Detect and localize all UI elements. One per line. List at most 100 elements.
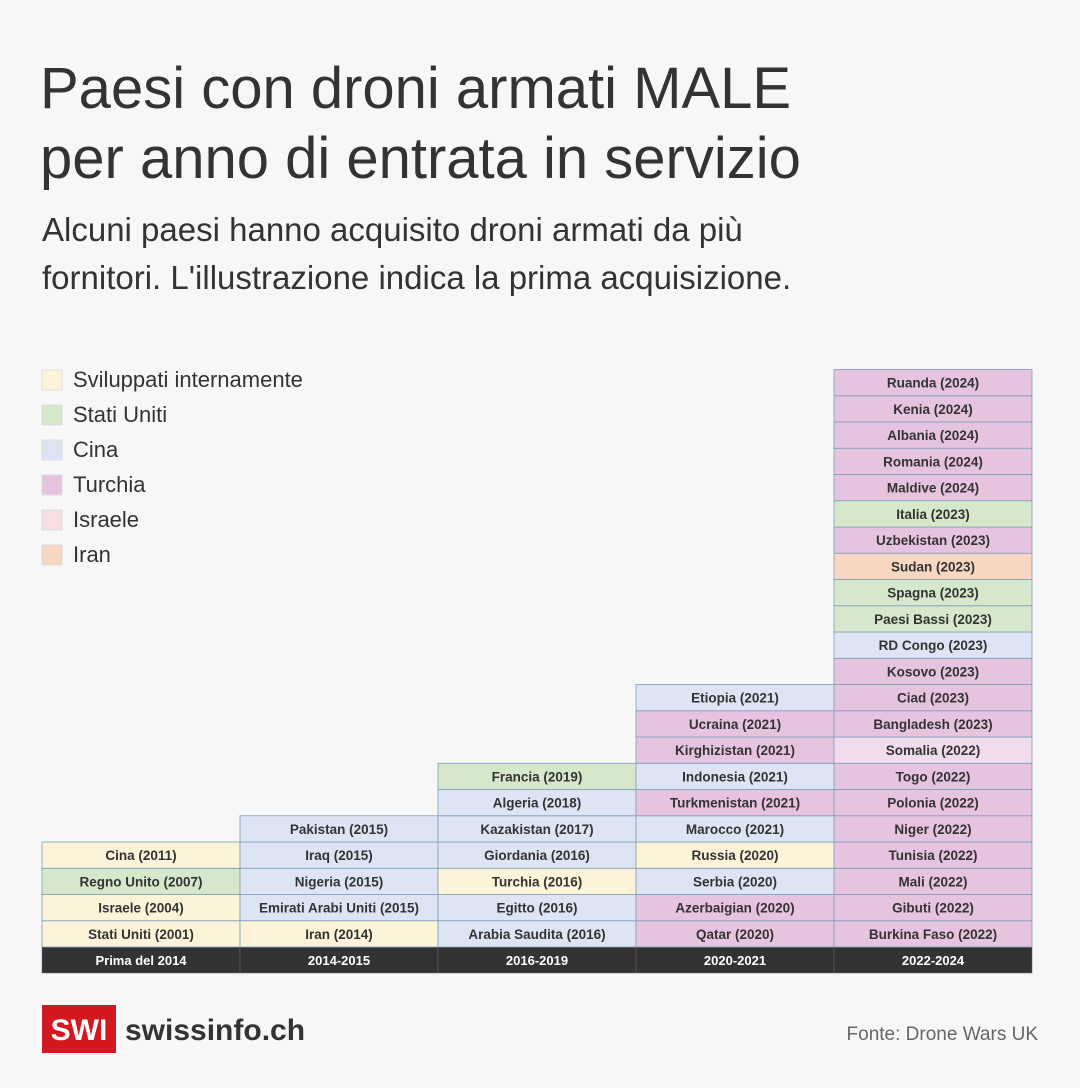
column-label: 2022-2024 — [902, 953, 965, 968]
country-cell — [833, 867, 1033, 895]
country-cell — [833, 736, 1033, 764]
country-label: Emirati Arabi Uniti (2015) — [259, 901, 419, 916]
country-label: Uzbekistan (2023) — [876, 533, 990, 548]
country-label: Marocco (2021) — [686, 822, 784, 837]
country-label: RD Congo (2023) — [879, 638, 988, 653]
country-cell — [833, 684, 1033, 712]
source: Fonte: Drone Wars UK — [847, 1024, 1039, 1045]
country-label: Etiopia (2021) — [691, 691, 779, 706]
country-label: Kenia (2024) — [893, 402, 973, 417]
country-cell — [437, 920, 637, 948]
legend-swatch — [41, 544, 63, 566]
country-cell — [239, 841, 439, 869]
country-cell — [437, 894, 637, 922]
country-label: Burkina Faso (2022) — [869, 927, 997, 942]
country-cell — [833, 526, 1033, 554]
country-label: Nigeria (2015) — [295, 874, 384, 889]
country-label: Italia (2023) — [896, 507, 970, 522]
legend-label: Israele — [73, 507, 139, 532]
country-label: Francia (2019) — [492, 769, 583, 784]
subtitle-line: fornitori. L'illustrazione indica la pri… — [42, 259, 791, 296]
country-label: Indonesia (2021) — [682, 769, 788, 784]
country-cell — [239, 920, 439, 948]
country-label: Niger (2022) — [894, 822, 971, 837]
column-label: 2014-2015 — [308, 953, 370, 968]
country-label: Egitto (2016) — [496, 901, 577, 916]
column-header — [41, 946, 241, 974]
country-cell — [833, 605, 1033, 633]
country-cell — [635, 684, 835, 712]
legend-label: Cina — [73, 437, 119, 462]
country-cell — [833, 631, 1033, 659]
logo-box — [42, 1005, 116, 1053]
country-label: Giordania (2016) — [484, 848, 590, 863]
legend-label: Sviluppati internamente — [73, 367, 303, 392]
country-cell — [833, 474, 1033, 502]
country-label: Stati Uniti (2001) — [88, 927, 194, 942]
country-cell — [833, 789, 1033, 817]
country-cell — [239, 867, 439, 895]
country-label: Turchia (2016) — [492, 874, 583, 889]
column-label: 2016-2019 — [506, 953, 568, 968]
country-label: Russia (2020) — [691, 848, 778, 863]
country-label: Algeria (2018) — [493, 796, 582, 811]
country-label: Albania (2024) — [887, 428, 979, 443]
country-label: Romania (2024) — [883, 454, 983, 469]
country-cell — [833, 710, 1033, 738]
country-label: Togo (2022) — [896, 769, 971, 784]
country-cell — [635, 710, 835, 738]
country-label: Pakistan (2015) — [290, 822, 388, 837]
country-label: Bangladesh (2023) — [873, 717, 992, 732]
country-label: Iran (2014) — [305, 927, 373, 942]
country-label: Ciad (2023) — [897, 691, 969, 706]
country-label: Paesi Bassi (2023) — [874, 612, 992, 627]
country-cell — [635, 920, 835, 948]
logo-text: swissinfo.ch — [125, 1014, 305, 1047]
country-cell — [833, 841, 1033, 869]
country-label: Arabia Saudita (2016) — [468, 927, 605, 942]
country-cell — [833, 447, 1033, 475]
column-header — [239, 946, 439, 974]
legend-swatch — [41, 474, 63, 496]
country-label: Spagna (2023) — [887, 586, 979, 601]
legend-swatch — [41, 404, 63, 426]
country-label: Sudan (2023) — [891, 559, 975, 574]
country-cell — [239, 815, 439, 843]
country-cell — [41, 841, 241, 869]
legend-swatch — [41, 369, 63, 391]
country-label: Israele (2004) — [98, 901, 184, 916]
country-cell — [635, 736, 835, 764]
country-label: Cina (2011) — [105, 848, 176, 863]
country-label: Kirghizistan (2021) — [675, 743, 795, 758]
country-label: Regno Unito (2007) — [79, 874, 202, 889]
country-label: Gibuti (2022) — [892, 901, 974, 916]
legend-label: Turchia — [73, 472, 146, 497]
country-cell — [833, 579, 1033, 607]
country-label: Maldive (2024) — [887, 481, 979, 496]
country-label: Somalia (2022) — [886, 743, 981, 758]
country-cell — [833, 369, 1033, 397]
title-line: per anno di entrata in servizio — [40, 126, 801, 191]
legend-label: Iran — [73, 542, 111, 567]
legend-swatch — [41, 439, 63, 461]
legend-label: Stati Uniti — [73, 402, 167, 427]
country-cell — [833, 421, 1033, 449]
country-label: Qatar (2020) — [696, 927, 774, 942]
country-label: Iraq (2015) — [305, 848, 373, 863]
legend-swatch — [41, 509, 63, 531]
column-header — [437, 946, 637, 974]
country-label: Serbia (2020) — [693, 874, 777, 889]
column-label: 2020-2021 — [704, 953, 766, 968]
country-label: Ruanda (2024) — [887, 376, 979, 391]
country-cell — [833, 920, 1033, 948]
country-label: Tunisia (2022) — [888, 848, 977, 863]
country-label: Mali (2022) — [898, 874, 967, 889]
country-cell — [833, 395, 1033, 423]
country-label: Ucraina (2021) — [689, 717, 781, 732]
country-label: Kazakistan (2017) — [480, 822, 593, 837]
country-label: Turkmenistan (2021) — [670, 796, 800, 811]
country-cell — [635, 867, 835, 895]
country-cell — [437, 815, 637, 843]
